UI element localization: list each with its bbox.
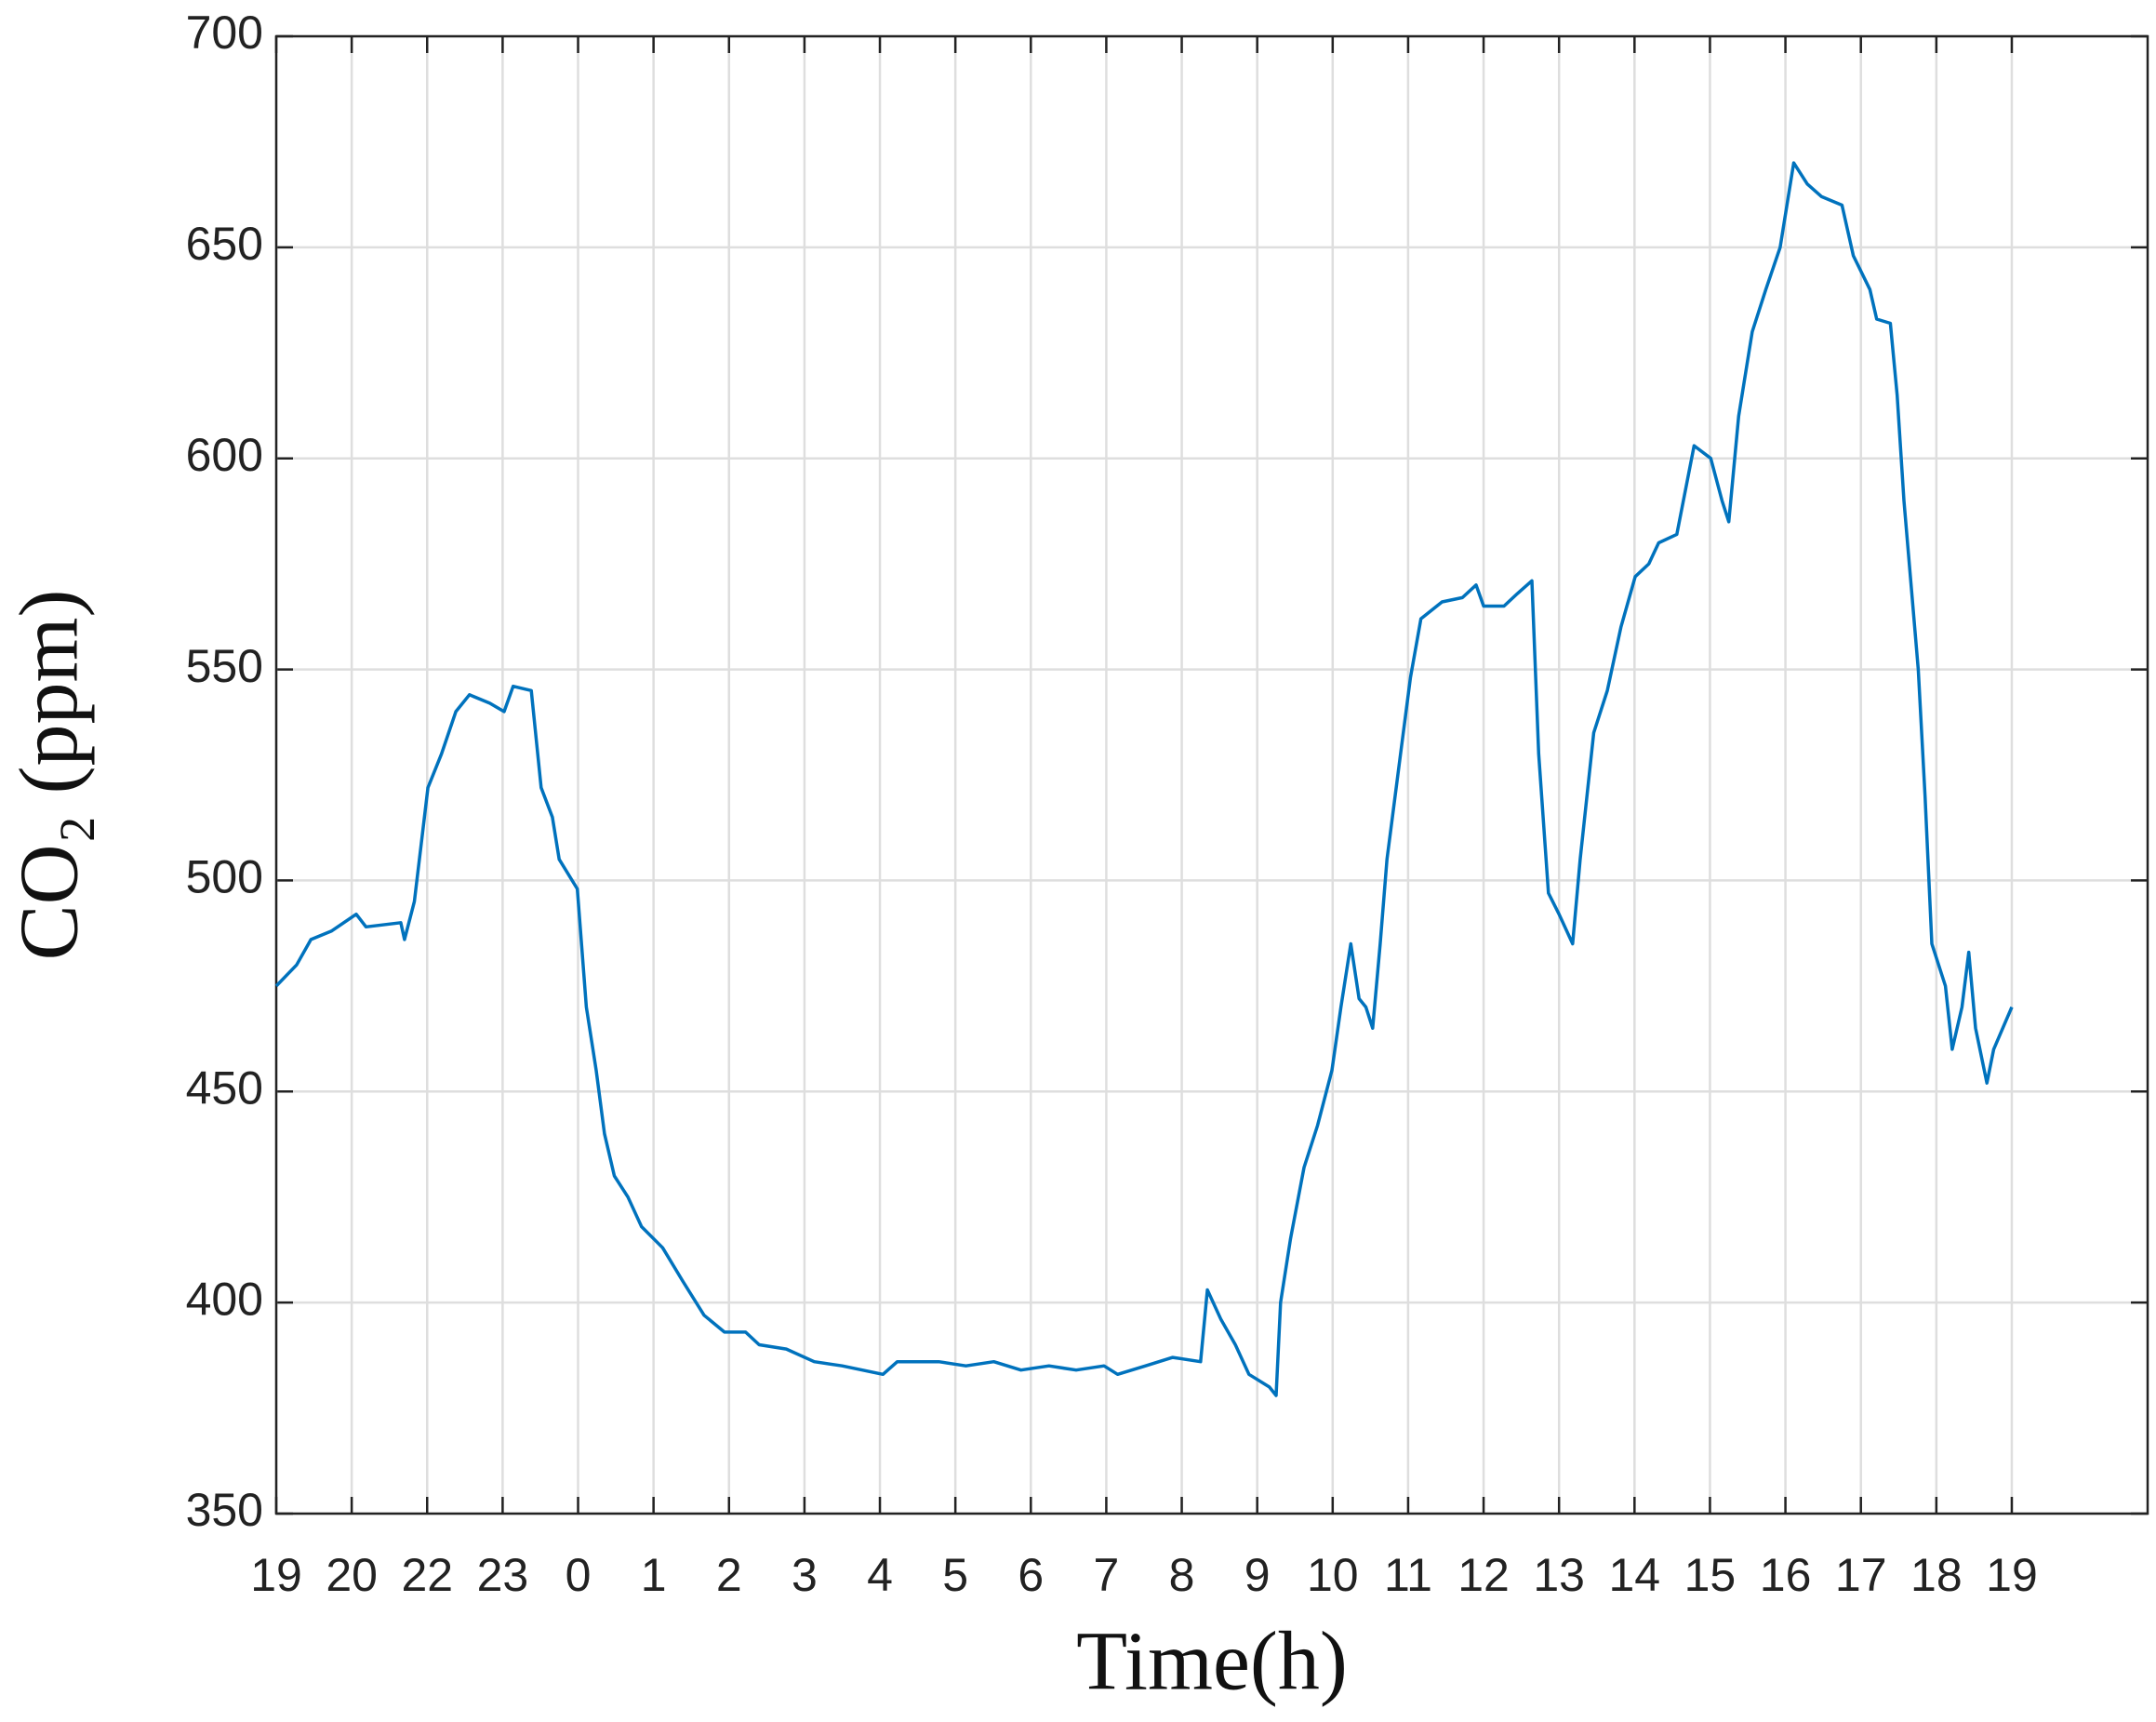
y-tick-label: 400 [186, 1273, 263, 1325]
y-tick-label: 550 [186, 640, 263, 692]
data-line [274, 161, 2014, 1397]
x-tick-label: 18 [1910, 1549, 1963, 1601]
x-tick-label: 6 [1018, 1549, 1044, 1601]
x-tick-label: 10 [1307, 1549, 1359, 1601]
y-tick-label: 500 [186, 851, 263, 903]
x-tick-label: 9 [1244, 1549, 1271, 1601]
y-tick-label: 450 [186, 1061, 263, 1114]
x-tick-label: 0 [566, 1549, 592, 1601]
y-tick-label: 700 [186, 7, 263, 59]
x-axis-title: Time(h) [1076, 1616, 1348, 1708]
x-tick-label: 4 [867, 1549, 893, 1601]
x-tick-label: 11 [1384, 1549, 1432, 1601]
x-tick-label: 17 [1835, 1549, 1887, 1601]
x-tick-label: 16 [1760, 1549, 1812, 1601]
x-tick-label: 23 [477, 1549, 529, 1601]
x-tick-label: 8 [1169, 1549, 1195, 1601]
x-tick-label: 5 [942, 1549, 968, 1601]
y-tick-label: 350 [186, 1484, 263, 1536]
x-tick-label: 20 [326, 1549, 378, 1601]
x-tick-label: 22 [401, 1549, 453, 1601]
x-tick-label: 3 [792, 1549, 818, 1601]
y-tick-label: 600 [186, 429, 263, 481]
x-tick-label: 12 [1457, 1549, 1510, 1601]
x-tick-label: 19 [1986, 1549, 2038, 1601]
x-tick-label: 1 [641, 1549, 667, 1601]
x-tick-label: 13 [1533, 1549, 1585, 1601]
x-tick-label: 14 [1609, 1549, 1661, 1601]
x-tick-label: 15 [1684, 1549, 1737, 1601]
plot-frame [274, 34, 2149, 1515]
x-tick-label: 7 [1094, 1549, 1120, 1601]
x-tick-label: 2 [716, 1549, 742, 1601]
y-axis-title: CO₂ (ppm) [4, 590, 96, 961]
y-tick-label: 650 [186, 218, 263, 270]
x-tick-label: 19 [250, 1549, 302, 1601]
